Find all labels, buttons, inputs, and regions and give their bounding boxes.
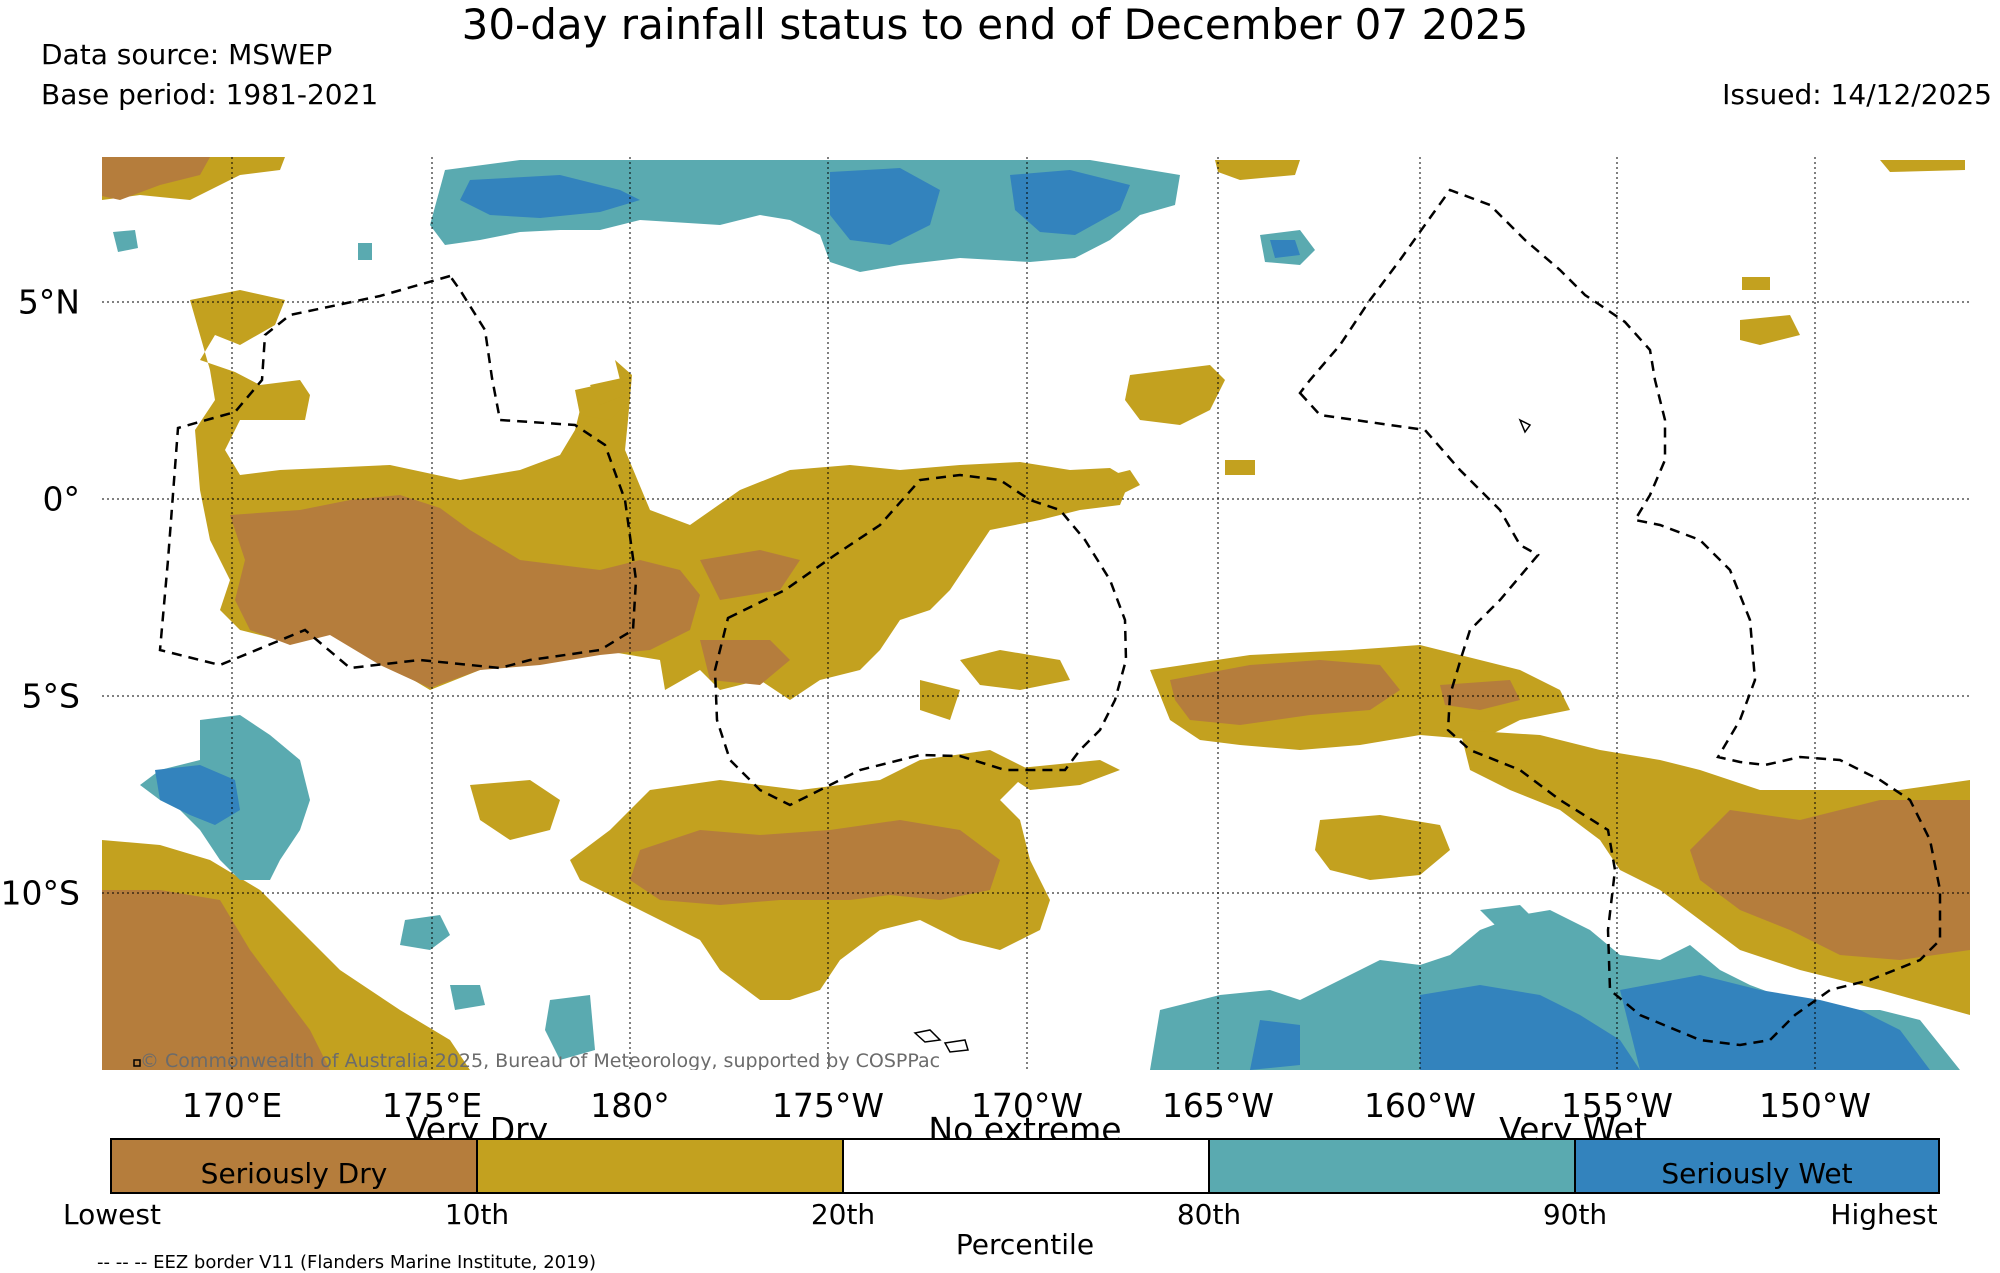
wet-region-north (113, 160, 1315, 272)
island-outlines (133, 418, 1532, 1067)
tick-10th: 10th (444, 1198, 510, 1231)
tick-highest: Highest (1830, 1198, 1938, 1231)
legend-very-dry (478, 1140, 844, 1192)
legend-label-seriously-wet: Seriously Wet (1661, 1157, 1853, 1190)
tick-20th: 20th (810, 1198, 876, 1231)
map-title: 30-day rainfall status to end of Decembe… (461, 0, 1529, 49)
lon-label-170e: 170°E (181, 1086, 283, 1125)
data-source-label: Data source: MSWEP (41, 38, 333, 71)
eez-borders (158, 188, 1942, 1047)
graticule (102, 157, 1970, 1070)
percentile-legend: Seriously Dry Seriously Wet (110, 1138, 1940, 1194)
lat-label-0: 0° (42, 479, 81, 519)
lon-label-170w: 170°W (970, 1086, 1084, 1125)
lon-label-165w: 165°W (1161, 1086, 1275, 1125)
lat-label-10s: 10°S (0, 873, 80, 913)
lon-label-180: 180° (590, 1086, 670, 1125)
lon-label-175e: 175°E (381, 1086, 483, 1125)
dry-region-south (102, 645, 1970, 1070)
lon-label-155w: 155°W (1560, 1086, 1674, 1125)
eez-note: -- -- -- EEZ border V11 (Flanders Marine… (97, 1252, 597, 1273)
legend-seriously-wet: Seriously Wet (1576, 1140, 1938, 1192)
copyright-text: © Commonwealth of Australia 2025, Bureau… (140, 1050, 940, 1072)
rainfall-map: © Commonwealth of Australia 2025, Bureau… (102, 157, 1970, 1072)
issued-date-label: Issued: 14/12/2025 (1722, 78, 1992, 111)
legend-no-extreme (844, 1140, 1210, 1192)
lon-label-150w: 150°W (1758, 1086, 1872, 1125)
tick-80th: 80th (1176, 1198, 1242, 1231)
lat-label-5s: 5°S (21, 676, 80, 716)
wet-region-south (140, 715, 1960, 1070)
percentile-axis-label: Percentile (955, 1228, 1095, 1261)
dry-region-equatorial (102, 157, 1965, 720)
tick-90th: 90th (1542, 1198, 1608, 1231)
lat-label-5n: 5°N (17, 282, 80, 322)
legend-very-wet (1210, 1140, 1576, 1192)
lon-label-175w: 175°W (771, 1086, 885, 1125)
legend-label-seriously-dry: Seriously Dry (200, 1157, 388, 1190)
lon-label-160w: 160°W (1363, 1086, 1477, 1125)
tick-lowest: Lowest (63, 1198, 161, 1231)
base-period-label: Base period: 1981-2021 (41, 78, 379, 111)
legend-seriously-dry: Seriously Dry (112, 1140, 478, 1192)
